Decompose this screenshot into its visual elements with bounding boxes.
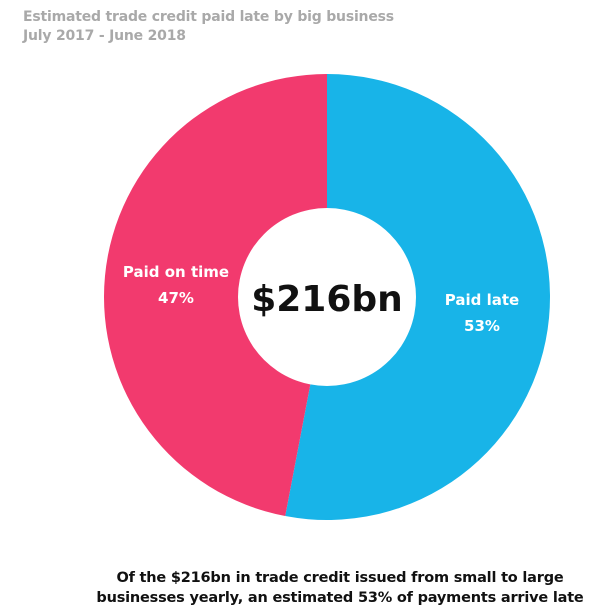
slice-value-paid-late: 53% — [464, 317, 500, 335]
slice-label-paid-late: Paid late — [445, 291, 519, 309]
donut-hole — [238, 208, 416, 386]
chart-subtitle: July 2017 - June 2018 — [23, 28, 186, 44]
caption-line-2: businesses yearly, an estimated 53% of p… — [96, 590, 584, 606]
caption: Of the $216bn in trade credit issued fro… — [60, 568, 611, 608]
slice-paid-late — [285, 74, 550, 520]
chart-title-block: Estimated trade credit paid late by big … — [23, 8, 394, 46]
caption-line-1: Of the $216bn in trade credit issued fro… — [116, 570, 564, 586]
center-label: $216bn — [251, 279, 403, 320]
slice-value-paid-on-time: 47% — [158, 289, 194, 307]
chart-title: Estimated trade credit paid late by big … — [23, 9, 394, 25]
slice-paid-on-time — [103, 74, 327, 517]
slice-label-paid-on-time: Paid on time — [123, 263, 229, 281]
